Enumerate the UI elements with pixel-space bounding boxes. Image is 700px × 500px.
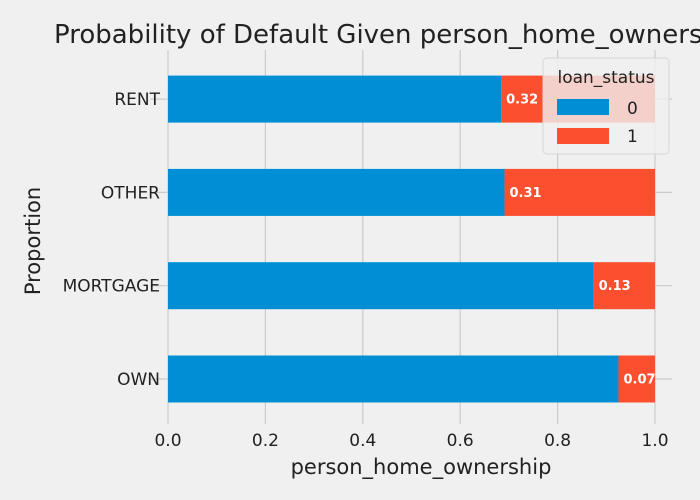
x-tick-label: 0.2 <box>252 431 279 451</box>
data-label-other: 0.31 <box>510 186 542 201</box>
x-tick-label: 0.6 <box>447 431 474 451</box>
legend-swatch-0 <box>557 99 609 115</box>
legend-label-1: 1 <box>627 127 638 147</box>
bar-other-loan-status-0 <box>168 168 505 216</box>
legend-label-0: 0 <box>627 99 638 119</box>
data-label-mortgage: 0.13 <box>599 279 631 294</box>
legend: loan_status 0 1 <box>542 57 670 155</box>
bar-mortgage-loan-status-1 <box>593 262 655 310</box>
x-tick-labels: 0.0 0.2 0.4 0.6 0.8 1.0 <box>154 431 668 451</box>
bar-other-loan-status-1 <box>504 168 655 216</box>
data-label-rent: 0.32 <box>506 93 538 108</box>
y-tick-label: OTHER <box>101 183 160 203</box>
data-labels: 0.07 0.13 0.31 0.32 <box>506 93 655 388</box>
bar-own-loan-status-0 <box>168 355 619 403</box>
y-tick-label: OWN <box>117 370 160 390</box>
y-axis-title: Proportion <box>21 187 45 295</box>
x-tick-label: 0.4 <box>349 431 376 451</box>
y-tick-labels: OWN MORTGAGE OTHER RENT <box>63 90 161 390</box>
x-tick-label: 0.0 <box>154 431 181 451</box>
x-axis-title: person_home_ownership <box>291 455 552 480</box>
x-tick-label: 0.8 <box>544 431 571 451</box>
data-label-own: 0.07 <box>623 373 655 388</box>
bars <box>168 75 655 403</box>
y-tick-label: MORTGAGE <box>63 277 160 297</box>
bar-own-loan-status-1 <box>618 355 655 403</box>
bar-rent-loan-status-0 <box>168 75 502 123</box>
chart-title: Probability of Default Given person_home… <box>54 20 700 50</box>
y-tick-label: RENT <box>114 90 160 110</box>
legend-swatch-1 <box>557 128 609 144</box>
legend-title: loan_status <box>557 68 654 88</box>
bar-mortgage-loan-status-0 <box>168 262 594 310</box>
x-tick-label: 1.0 <box>641 431 668 451</box>
